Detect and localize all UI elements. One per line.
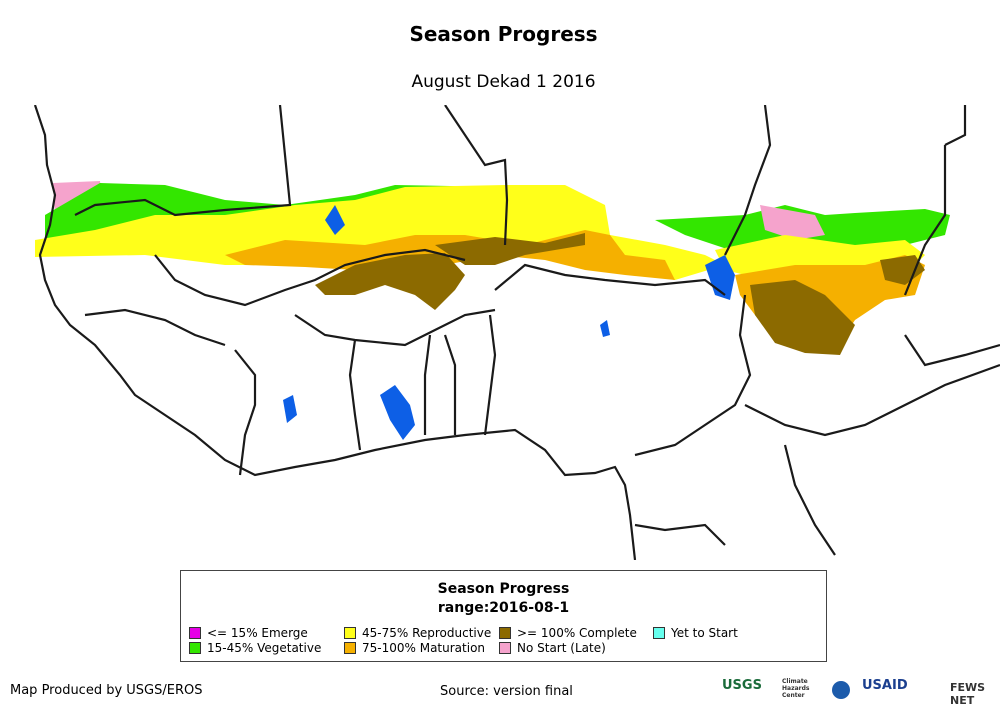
legend-swatch (653, 627, 665, 639)
border-ghana-west (348, 339, 362, 451)
legend-label: 15-45% Vegetative (207, 641, 322, 655)
legend-label: 75-100% Maturation (362, 641, 486, 655)
region-no-start-east (760, 205, 825, 240)
climate-hazards-logo: Climate Hazards Center (782, 678, 810, 699)
lake-kossou (283, 395, 297, 423)
legend-item-complete: >= 100% Complete (499, 626, 637, 640)
legend-item-maturation: 75-100% Maturation (344, 641, 485, 655)
legend-label: 45-75% Reproductive (362, 626, 492, 640)
source-note: Source: version final (440, 684, 573, 699)
border-mali-burkina (154, 248, 466, 307)
border-niger-chad (724, 105, 772, 256)
border-burkina-south (294, 308, 496, 347)
legend-swatch (344, 627, 356, 639)
border-gabon (634, 523, 726, 546)
map-subtitle: August Dekad 1 2016 (411, 72, 596, 92)
border-cameroon-car (744, 363, 1000, 437)
border-ghana-togo (423, 334, 432, 435)
legend: Season Progress range:2016-08-1 <= 15% E… (180, 570, 827, 662)
legend-swatch (499, 642, 511, 654)
border-niger-nigeria (494, 263, 726, 296)
legend-swatch (189, 627, 201, 639)
niger-delta-water (325, 205, 345, 235)
legend-item-emerge: <= 15% Emerge (189, 626, 308, 640)
border-congo (783, 444, 836, 556)
legend-item-yet-to-start: Yet to Start (653, 626, 738, 640)
legend-item-vegetative: 15-45% Vegetative (189, 641, 321, 655)
legend-item-reproductive: 45-75% Reproductive (344, 626, 491, 640)
usgs-logo: USGS (722, 678, 762, 693)
border-guinea (84, 308, 226, 347)
border-mauritania-mali (74, 105, 292, 217)
border-cote-ivoire (234, 349, 257, 476)
region-complete-north (435, 233, 585, 265)
legend-swatch (189, 642, 201, 654)
region-complete-central (315, 253, 465, 310)
legend-swatch (344, 642, 356, 654)
legend-swatch (499, 627, 511, 639)
legend-label: <= 15% Emerge (207, 626, 308, 640)
border-libya-east (944, 105, 967, 146)
legend-label: >= 100% Complete (517, 626, 637, 640)
legend-item-no-start: No Start (Late) (499, 641, 606, 655)
border-nigeria-cameroon (634, 294, 752, 457)
border-togo-benin (443, 334, 457, 435)
region-complete-east (750, 280, 855, 355)
coastline (33, 105, 637, 560)
legend-title: Season Progress (437, 581, 570, 597)
season-progress-map (25, 105, 1000, 560)
legend-label: No Start (Late) (517, 641, 606, 655)
fews-net-logo: FEWS NET (950, 681, 986, 707)
border-chad-car (904, 334, 1000, 367)
border-mali-niger-algeria (444, 105, 509, 246)
noaa-logo (832, 681, 850, 699)
lake-kainji (600, 320, 610, 337)
lake-chad (705, 255, 735, 300)
usaid-logo: USAID (862, 678, 908, 693)
lake-volta (380, 385, 415, 440)
legend-subtitle: range:2016-08-1 (437, 600, 570, 616)
producer-credit: Map Produced by USGS/EROS (10, 683, 203, 698)
legend-label: Yet to Start (671, 626, 738, 640)
border-benin-nigeria (483, 314, 497, 436)
region-complete-east2 (880, 255, 925, 285)
map-title: Season Progress (409, 22, 598, 46)
border-chad-libya (903, 145, 947, 296)
